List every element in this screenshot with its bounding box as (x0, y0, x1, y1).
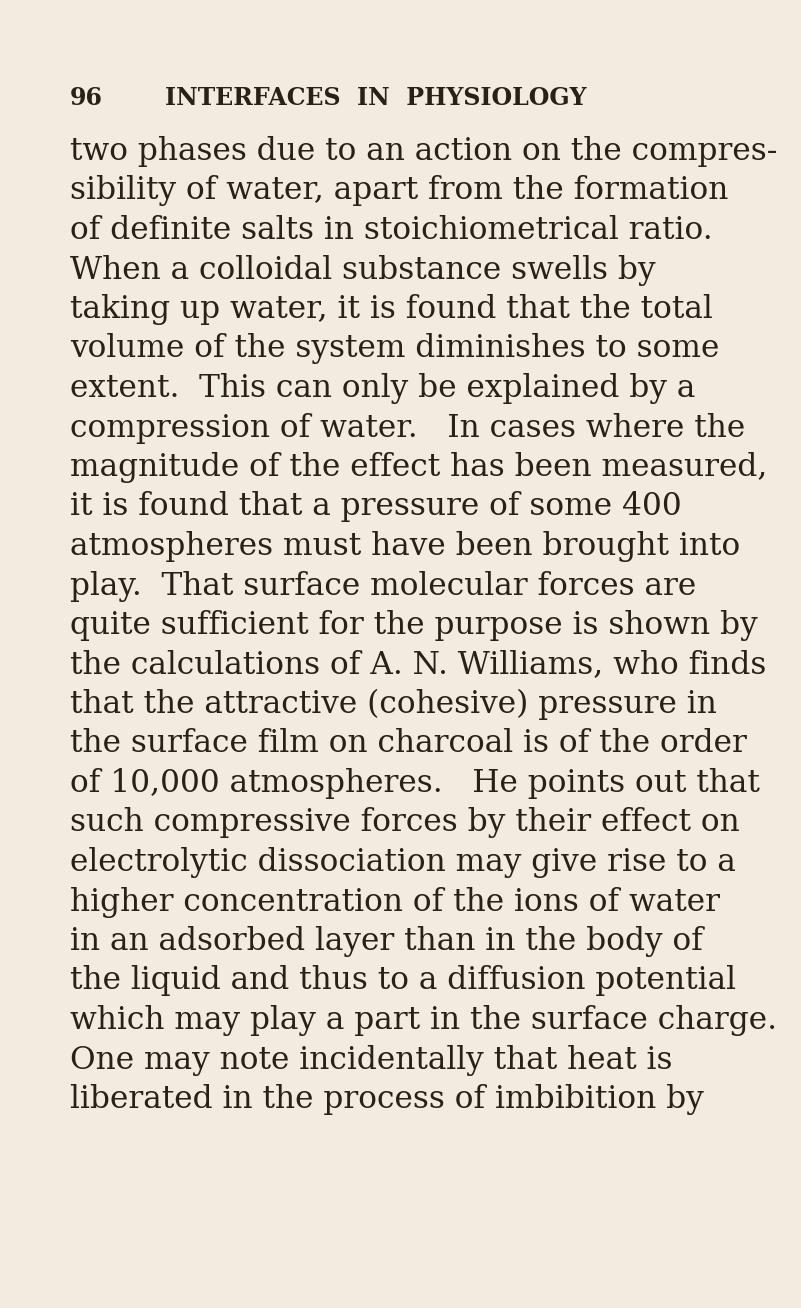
Text: of definite salts in stoichiometrical ratio.: of definite salts in stoichiometrical ra… (70, 215, 713, 246)
Text: quite sufficient for the purpose is shown by: quite sufficient for the purpose is show… (70, 610, 758, 641)
Text: it is found that a pressure of some 400: it is found that a pressure of some 400 (70, 492, 682, 522)
Text: that the attractive (cohesive) pressure in: that the attractive (cohesive) pressure … (70, 689, 717, 719)
Text: sibility of water, apart from the formation: sibility of water, apart from the format… (70, 175, 728, 207)
Text: electrolytic dissociation may give rise to a: electrolytic dissociation may give rise … (70, 848, 736, 878)
Text: of 10,000 atmospheres.   He points out that: of 10,000 atmospheres. He points out tha… (70, 768, 760, 799)
Text: the calculations of A. N. Williams, who finds: the calculations of A. N. Williams, who … (70, 650, 767, 680)
Text: When a colloidal substance swells by: When a colloidal substance swells by (70, 255, 656, 285)
Text: compression of water.   In cases where the: compression of water. In cases where the (70, 412, 745, 443)
Text: One may note incidentally that heat is: One may note incidentally that heat is (70, 1045, 673, 1075)
Text: extent.  This can only be explained by a: extent. This can only be explained by a (70, 373, 695, 404)
Text: in an adsorbed layer than in the body of: in an adsorbed layer than in the body of (70, 926, 702, 957)
Text: taking up water, it is found that the total: taking up water, it is found that the to… (70, 294, 713, 324)
Text: the liquid and thus to a diffusion potential: the liquid and thus to a diffusion poten… (70, 965, 736, 997)
Text: play.  That surface molecular forces are: play. That surface molecular forces are (70, 570, 696, 602)
Text: the surface film on charcoal is of the order: the surface film on charcoal is of the o… (70, 729, 747, 760)
Text: volume of the system diminishes to some: volume of the system diminishes to some (70, 334, 719, 365)
Text: such compressive forces by their effect on: such compressive forces by their effect … (70, 807, 740, 838)
Text: two phases due to an action on the compres-: two phases due to an action on the compr… (70, 136, 778, 167)
Text: atmospheres must have been brought into: atmospheres must have been brought into (70, 531, 740, 562)
Text: higher concentration of the ions of water: higher concentration of the ions of wate… (70, 887, 720, 917)
Text: magnitude of the effect has been measured,: magnitude of the effect has been measure… (70, 453, 767, 483)
Text: which may play a part in the surface charge.: which may play a part in the surface cha… (70, 1005, 777, 1036)
Text: liberated in the process of imbibition by: liberated in the process of imbibition b… (70, 1084, 704, 1114)
Text: 96: 96 (70, 86, 103, 110)
Text: INTERFACES  IN  PHYSIOLOGY: INTERFACES IN PHYSIOLOGY (165, 86, 586, 110)
